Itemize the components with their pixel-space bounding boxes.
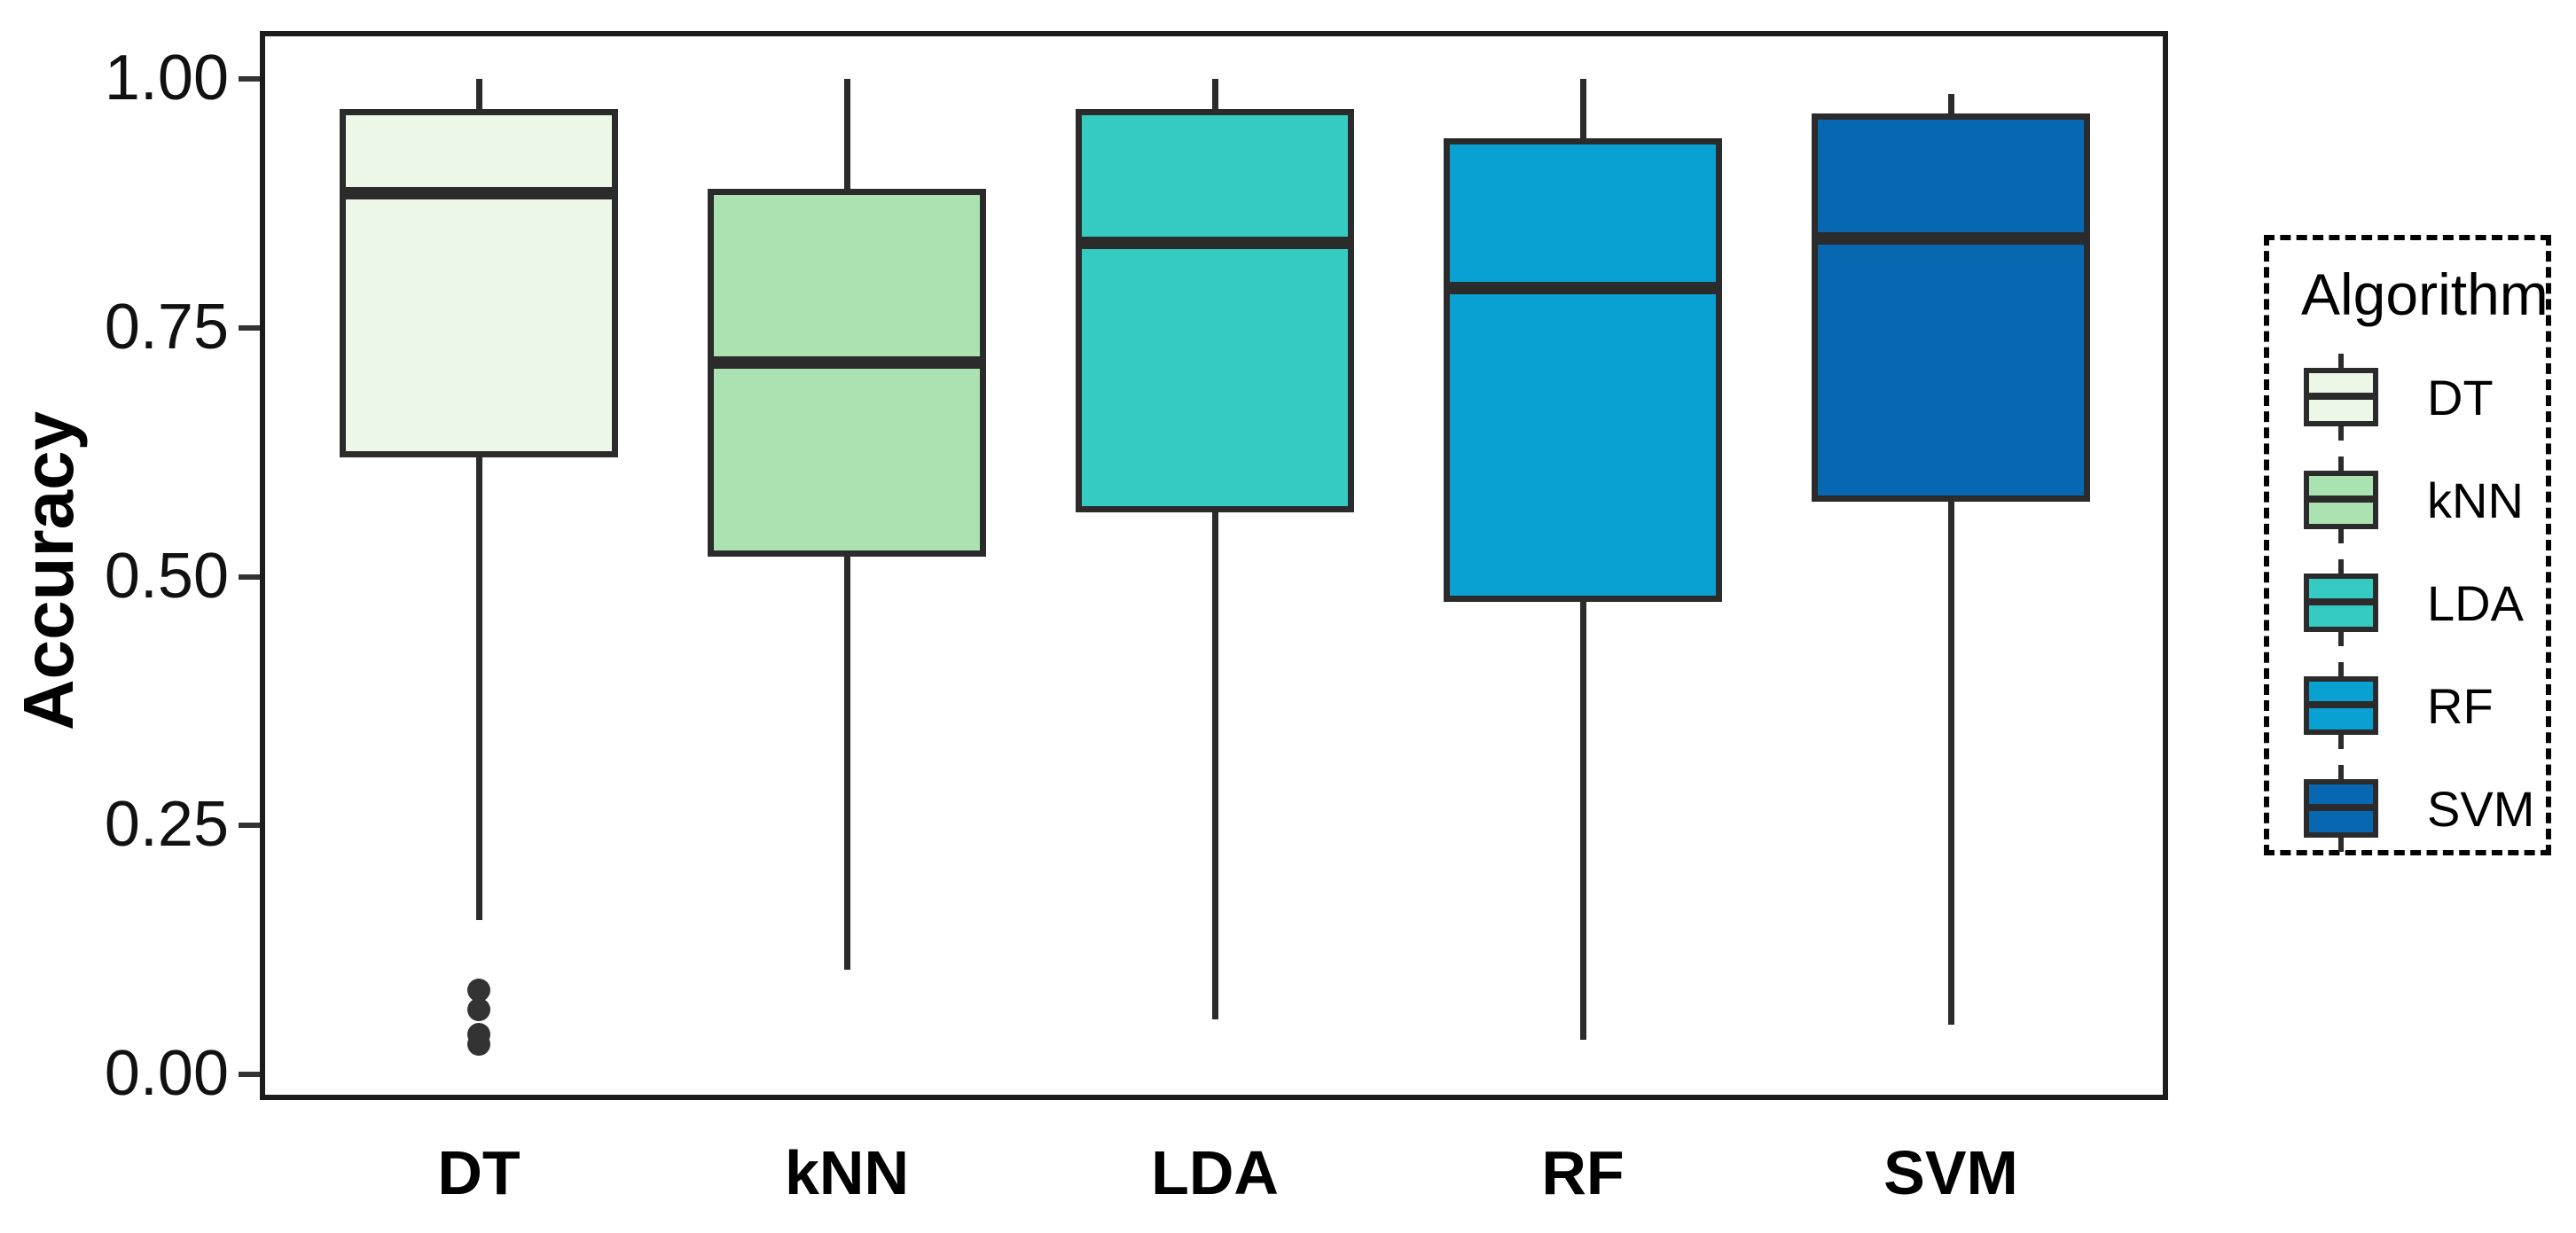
legend-key-median xyxy=(2304,804,2378,811)
upper-whisker xyxy=(1211,79,1218,109)
lower-whisker xyxy=(475,457,482,920)
legend-key-rf xyxy=(2301,662,2381,751)
legend-key-upper-whisker xyxy=(2338,662,2344,676)
y-tick-label: 0.75 xyxy=(104,291,229,363)
legend-key-knn xyxy=(2301,457,2381,545)
median-line xyxy=(1076,237,1354,250)
legend-title: Algorithm xyxy=(2301,261,2549,327)
legend-key-upper-whisker xyxy=(2338,765,2344,779)
lower-whisker xyxy=(1211,511,1218,1020)
x-category-label: LDA xyxy=(1151,1138,1279,1207)
iqr-box xyxy=(1444,138,1722,602)
upper-whisker xyxy=(1579,79,1586,139)
iqr-box xyxy=(1812,113,2090,503)
y-tick-label: 0.25 xyxy=(104,789,229,861)
x-category-label: kNN xyxy=(784,1138,910,1207)
median-line xyxy=(1444,281,1722,294)
upper-whisker xyxy=(1947,93,1954,114)
legend-item-label: DT xyxy=(2427,370,2494,425)
y-tick-label: 1.00 xyxy=(104,43,229,113)
lower-whisker xyxy=(843,557,850,971)
median-line xyxy=(1812,231,2090,245)
legend-item-rf: RF xyxy=(2301,655,2534,758)
legend-key-upper-whisker xyxy=(2338,559,2344,574)
legend-item-label: kNN xyxy=(2427,472,2524,528)
upper-whisker xyxy=(843,79,850,189)
legend-item-knn: kNN xyxy=(2301,449,2534,552)
upper-whisker xyxy=(475,79,482,109)
legend-item-label: RF xyxy=(2427,678,2494,734)
outlier-point xyxy=(467,1033,490,1057)
legend-key-median xyxy=(2304,598,2378,605)
legend-key-upper-whisker xyxy=(2338,354,2344,368)
legend-key-lower-whisker xyxy=(2338,529,2344,543)
iqr-box xyxy=(708,188,986,558)
legend-key-upper-whisker xyxy=(2338,457,2344,471)
y-tick-mark xyxy=(239,1072,260,1077)
legend-key-lower-whisker xyxy=(2338,632,2344,646)
x-category-label: DT xyxy=(437,1138,521,1207)
y-tick-mark xyxy=(239,574,260,580)
lower-whisker xyxy=(1947,502,1954,1025)
outlier-point xyxy=(467,978,490,1002)
iqr-box xyxy=(1076,108,1354,512)
outlier-point xyxy=(467,998,490,1021)
legend-key-svm xyxy=(2301,765,2381,854)
legend-key-lda xyxy=(2301,559,2381,648)
y-tick-mark xyxy=(239,823,260,829)
iqr-box xyxy=(340,108,618,457)
legend-item-dt: DT xyxy=(2301,347,2534,449)
legend-key-median xyxy=(2304,496,2378,503)
x-category-label: SVM xyxy=(1883,1138,2018,1207)
legend-item-svm: SVM xyxy=(2301,758,2534,861)
legend-item-lda: LDA xyxy=(2301,552,2534,655)
y-tick-mark xyxy=(239,76,260,82)
legend-key-lower-whisker xyxy=(2338,426,2344,441)
y-tick-label: 0.00 xyxy=(104,1038,229,1109)
y-tick-label: 0.50 xyxy=(104,540,229,612)
median-line xyxy=(708,356,986,370)
legend-key-dt xyxy=(2301,354,2381,442)
legend-item-label: SVM xyxy=(2427,781,2535,837)
y-tick-mark xyxy=(239,324,260,331)
lower-whisker xyxy=(1579,601,1586,1040)
legend-key-median xyxy=(2304,393,2378,400)
legend-item-label: LDA xyxy=(2427,575,2524,631)
legend-items: DT kNN LDA RF SVM xyxy=(2301,347,2534,861)
legend-key-median xyxy=(2304,701,2378,708)
median-line xyxy=(340,187,618,200)
x-category-label: RF xyxy=(1541,1138,1625,1207)
legend-key-lower-whisker xyxy=(2338,838,2344,852)
legend: Algorithm DT kNN LDA RF SVM xyxy=(2264,235,2551,855)
legend-key-lower-whisker xyxy=(2338,735,2344,749)
